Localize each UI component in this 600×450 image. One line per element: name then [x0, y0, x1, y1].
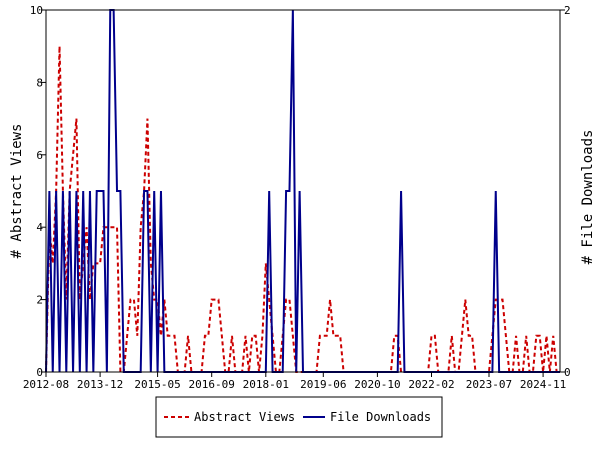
- legend-label-file-downloads: File Downloads: [330, 410, 431, 424]
- x-tick-label: 2023-07: [466, 378, 512, 391]
- x-tick-label: 2018-01: [243, 378, 289, 391]
- legend-box: [155, 396, 443, 438]
- y2-tick-label: 2: [564, 4, 571, 17]
- y-axis-title: # Abstract Views: [9, 124, 25, 259]
- x-tick-label: 2013-12: [77, 378, 123, 391]
- y-tick-label: 6: [36, 149, 43, 162]
- series-line-file-downloads: [45, 9, 560, 373]
- y-tick-label: 10: [30, 4, 43, 17]
- y-tick-label: 8: [36, 76, 43, 89]
- x-tick-label: 2020-10: [354, 378, 400, 391]
- x-tick-label: 2015-05: [134, 378, 180, 391]
- x-tick-label: 2024-11: [520, 378, 566, 391]
- y2-tick-label: 0: [564, 366, 571, 379]
- legend-label-abstract-views: Abstract Views: [194, 410, 295, 424]
- y-tick-label: 0: [36, 366, 43, 379]
- x-tick-label: 2016-09: [189, 378, 235, 391]
- x-tick-label: 2012-08: [23, 378, 69, 391]
- plot-frame: [45, 9, 561, 373]
- y-tick-label: 4: [36, 221, 43, 234]
- x-tick-label: 2022-02: [408, 378, 454, 391]
- y-tick-label: 2: [36, 294, 43, 307]
- axes: 0 2 4 6 8 10 0 2 2012-08 2013-12 2015-05 2016-09 201…: [23, 4, 571, 391]
- legend: Abstract Views File Downloads: [155, 396, 443, 438]
- x-tick-label: 2019-06: [300, 378, 346, 391]
- series-layer: [45, 9, 560, 373]
- y2-axis-title: # File Downloads: [580, 130, 596, 265]
